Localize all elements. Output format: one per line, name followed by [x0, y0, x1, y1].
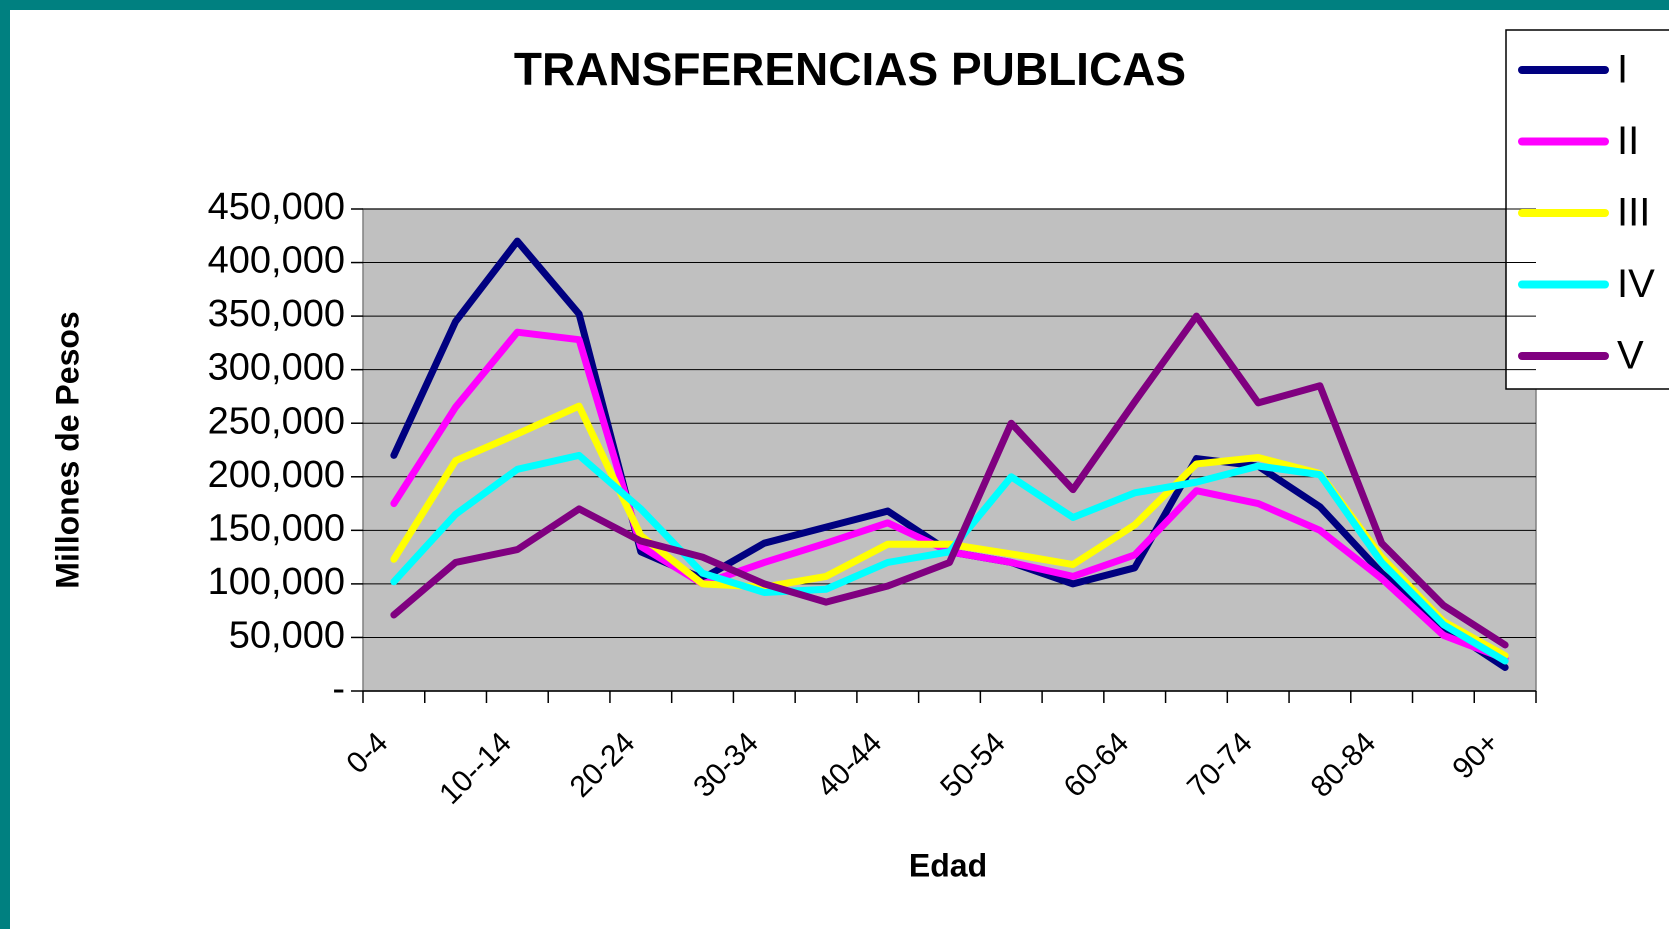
chart-title: TRANSFERENCIAS PUBLICAS: [514, 43, 1186, 95]
legend-label: IV: [1617, 262, 1655, 306]
y-tick-label: 300,000: [208, 347, 345, 389]
legend-label: I: [1617, 48, 1628, 92]
y-tick-label: 150,000: [208, 507, 345, 549]
y-tick-label: 100,000: [208, 561, 345, 603]
x-axis-label: Edad: [909, 847, 987, 883]
y-tick-label: -: [332, 668, 345, 710]
plot-area: [362, 208, 1537, 692]
series-line: [390, 312, 1509, 649]
y-tick-label: 50,000: [229, 614, 345, 656]
legend-label: II: [1617, 119, 1639, 163]
legend-label: V: [1617, 334, 1644, 378]
y-axis-label: Millones de Pesos: [49, 311, 85, 588]
y-tick-label: 200,000: [208, 454, 345, 496]
legend-label: III: [1617, 191, 1650, 235]
y-tick-label: 400,000: [208, 240, 345, 282]
y-tick-label: 450,000: [208, 186, 345, 228]
series-line: [390, 451, 1509, 665]
y-tick-label: 250,000: [208, 400, 345, 442]
y-tick-label: 350,000: [208, 293, 345, 335]
